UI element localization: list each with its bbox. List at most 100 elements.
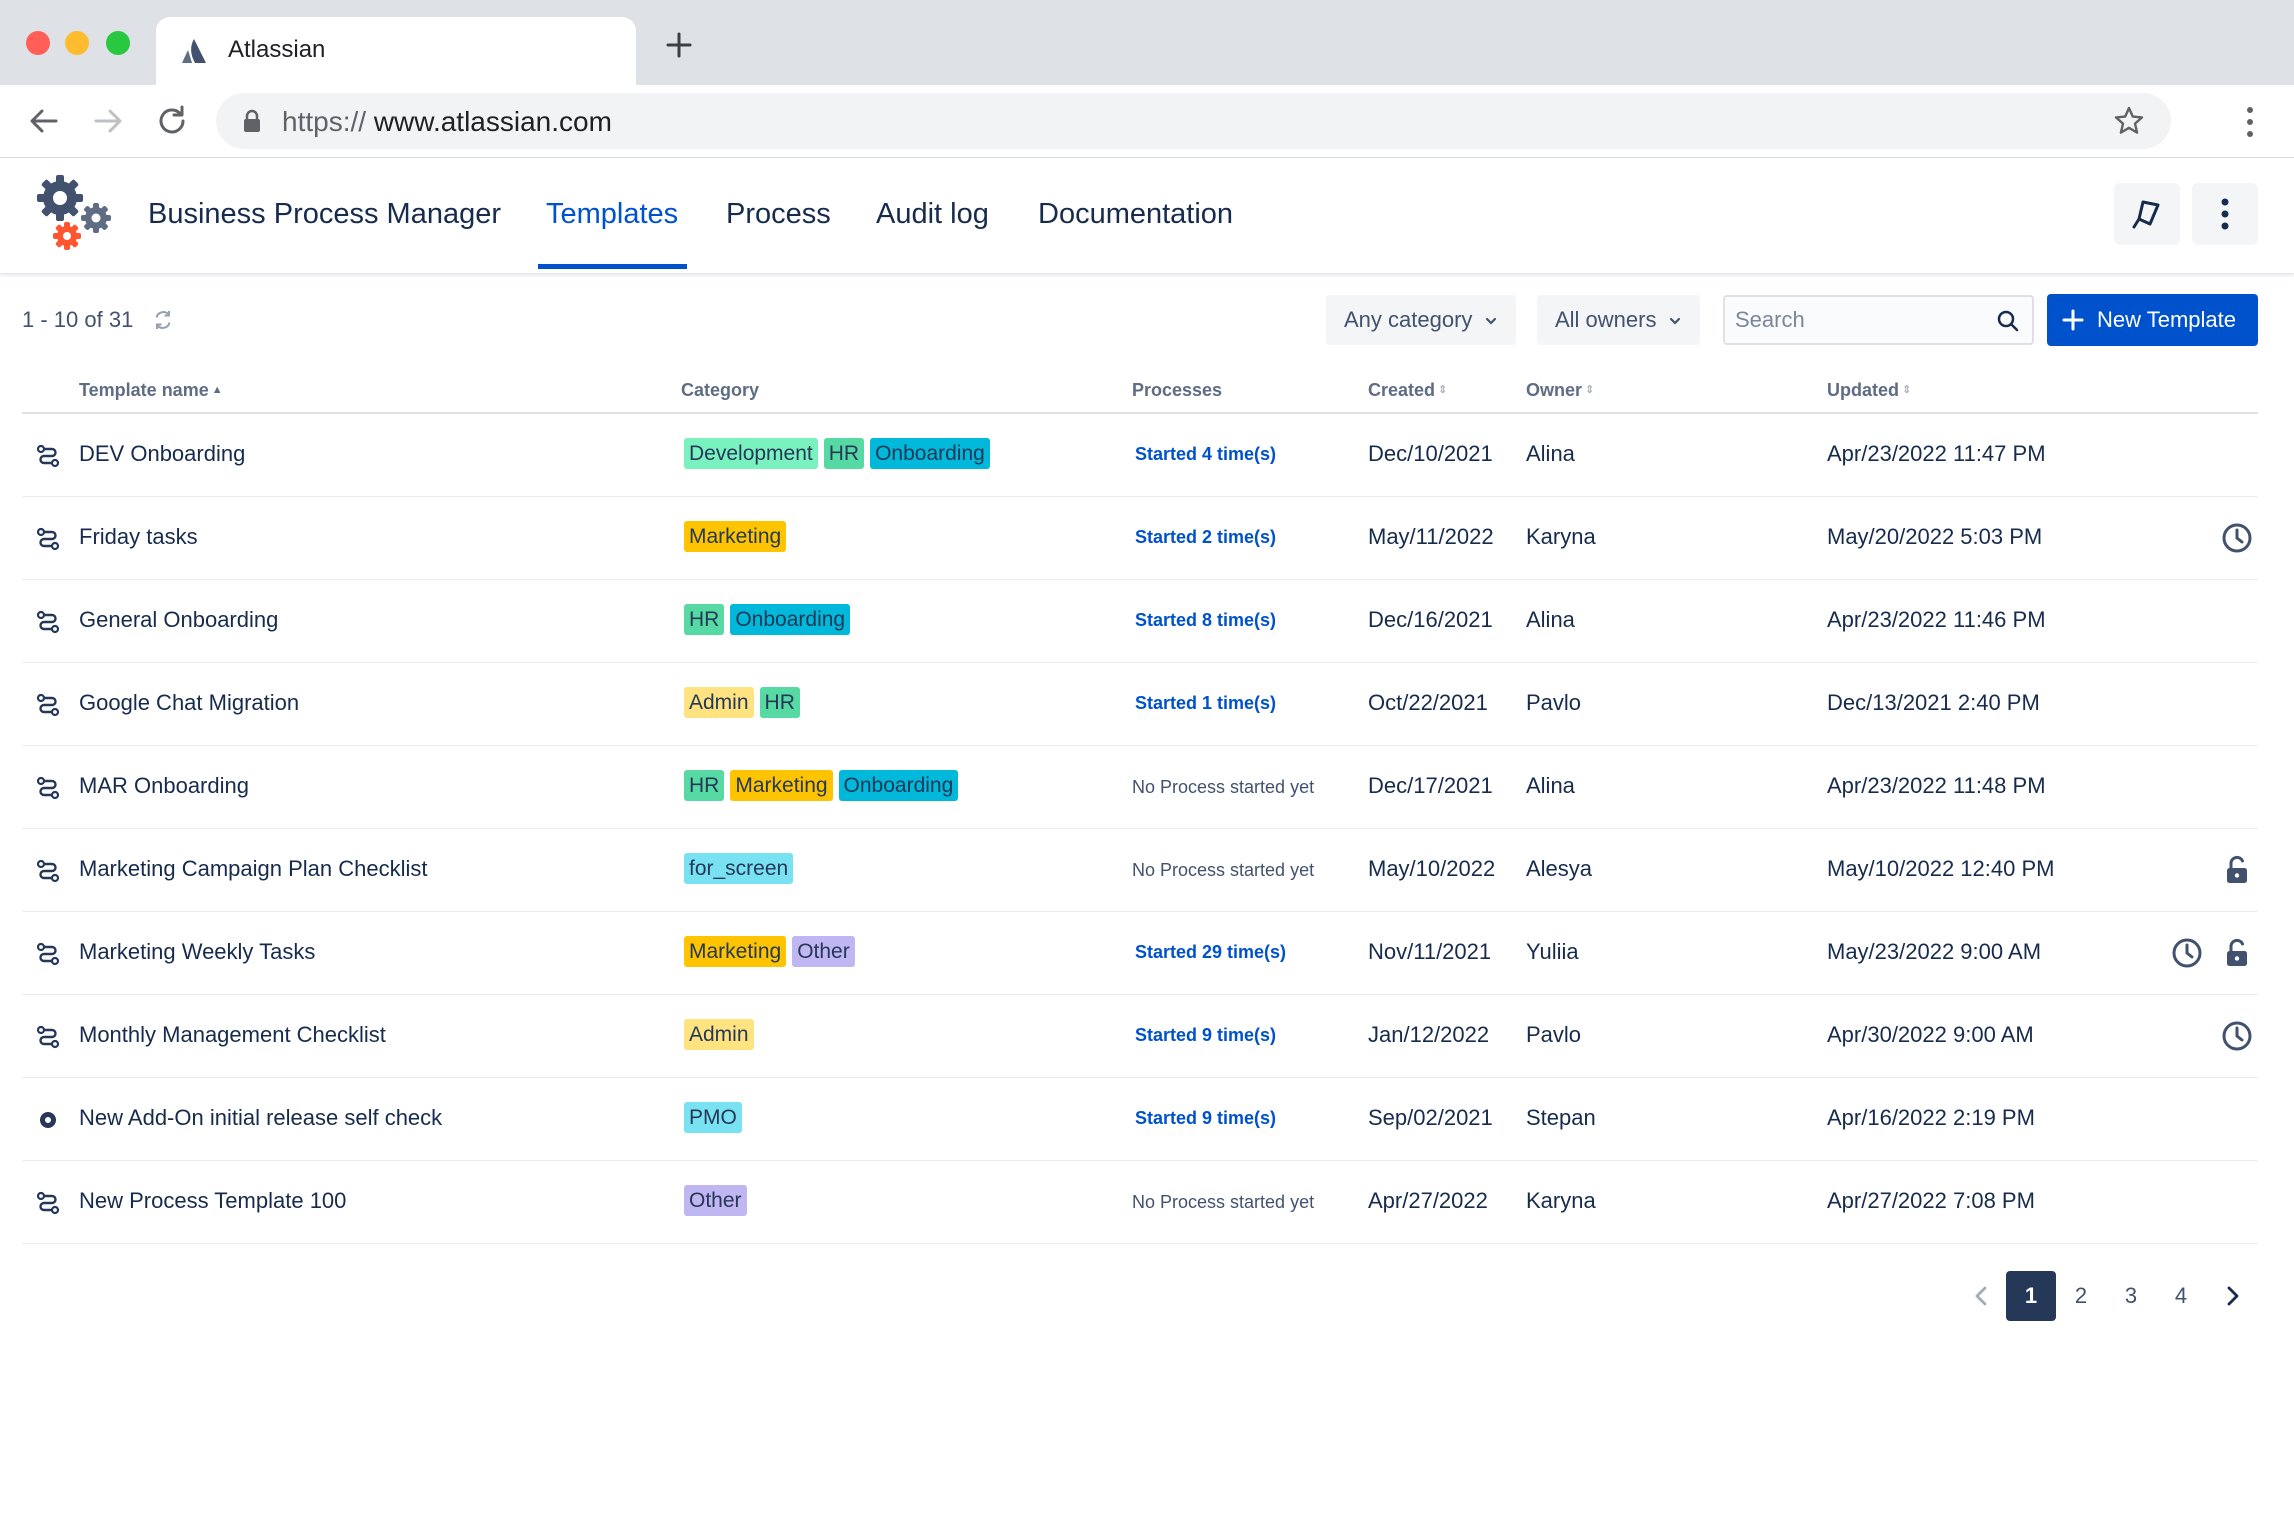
template-name[interactable]: General Onboarding — [79, 607, 279, 632]
template-name[interactable]: Monthly Management Checklist — [79, 1022, 386, 1047]
whats-new-button[interactable] — [2114, 183, 2180, 245]
search-input[interactable] — [1735, 305, 1985, 335]
clock-icon[interactable] — [2220, 521, 2254, 555]
nav-tab-process[interactable]: Process — [726, 198, 831, 230]
table-row[interactable]: New Add-On initial release self check PM… — [22, 1078, 2258, 1161]
table-row[interactable]: General Onboarding HR Onboarding Started … — [22, 580, 2258, 663]
category-tag[interactable]: PMO — [684, 1102, 742, 1133]
category-tag[interactable]: Admin — [684, 687, 754, 718]
nav-tab-templates[interactable]: Templates — [546, 198, 679, 230]
owner-filter-dropdown[interactable]: All owners — [1537, 295, 1701, 345]
back-arrow-icon[interactable] — [26, 103, 62, 139]
category-tags: PMO — [684, 1102, 742, 1133]
created-date: May/11/2022 — [1368, 524, 1494, 549]
category-tag[interactable]: Onboarding — [730, 604, 851, 635]
owner-name: Alina — [1526, 441, 1575, 466]
nav-tab-audit-log[interactable]: Audit log — [876, 198, 989, 230]
new-template-button[interactable]: New Template — [2047, 294, 2258, 346]
reload-icon[interactable] — [154, 103, 190, 139]
process-template-icon — [36, 859, 60, 883]
process-status[interactable]: Started 9 time(s) — [1135, 1108, 1277, 1128]
result-count: 1 - 10 of 31 — [22, 307, 134, 332]
category-tag[interactable]: Other — [792, 936, 855, 967]
column-header-category: Category — [681, 380, 760, 400]
template-name[interactable]: DEV Onboarding — [79, 441, 246, 466]
forward-arrow-icon[interactable] — [90, 103, 126, 139]
window-close-button[interactable] — [26, 31, 50, 55]
template-name[interactable]: Google Chat Migration — [79, 690, 300, 715]
column-header-owner[interactable]: Owner ⇕ — [1526, 380, 1594, 401]
page-4-button[interactable]: 4 — [2174, 1283, 2188, 1308]
new-tab-plus-icon[interactable] — [662, 28, 696, 62]
template-name[interactable]: Marketing Campaign Plan Checklist — [79, 856, 428, 881]
column-header-updated[interactable]: Updated ⇕ — [1827, 380, 1911, 401]
updated-date: Apr/23/2022 11:47 PM — [1827, 441, 2046, 466]
address-bar[interactable]: https:// www.atlassian.com — [216, 93, 2171, 149]
table-row[interactable]: Google Chat Migration Admin HR Started 1 … — [22, 663, 2258, 746]
template-name[interactable]: New Process Template 100 — [79, 1188, 347, 1213]
category-tag[interactable]: HR — [684, 770, 725, 801]
lock-icon[interactable] — [2220, 936, 2254, 970]
owner-name: Karyna — [1526, 1188, 1596, 1213]
bookmark-star-icon[interactable] — [2113, 105, 2145, 137]
table-header: Template name ▲ Category Processes Create… — [22, 370, 2258, 414]
table-row[interactable]: Marketing Weekly Tasks Marketing Other St… — [22, 912, 2258, 995]
clock-icon[interactable] — [2170, 936, 2204, 970]
more-options-button[interactable] — [2192, 183, 2258, 245]
category-tag[interactable]: for_screen — [684, 853, 794, 884]
table-row[interactable]: Friday tasks Marketing Started 2 time(s)… — [22, 497, 2258, 580]
template-name[interactable]: Marketing Weekly Tasks — [79, 939, 316, 964]
process-status: No Process started yet — [1132, 860, 1315, 880]
category-tag[interactable]: Other — [684, 1185, 747, 1216]
table-row[interactable]: Monthly Management Checklist Admin Start… — [22, 995, 2258, 1078]
category-tag[interactable]: HR — [684, 604, 725, 635]
next-page-icon[interactable] — [2218, 1282, 2246, 1310]
category-filter-dropdown[interactable]: Any category — [1326, 295, 1517, 345]
category-tag[interactable]: HR — [823, 438, 865, 469]
template-name[interactable]: MAR Onboarding — [79, 773, 249, 798]
column-header-template-name[interactable]: Template name ▲ — [79, 380, 223, 401]
process-status[interactable]: Started 29 time(s) — [1135, 942, 1287, 962]
category-tags: Development HR Onboarding — [684, 438, 990, 469]
search-icon[interactable] — [1996, 309, 2020, 333]
app-name: Business Process Manager — [148, 198, 501, 230]
category-tag[interactable]: Onboarding — [870, 438, 990, 469]
column-header-created-label: Created — [1368, 380, 1436, 400]
browser-menu-icon[interactable] — [2238, 105, 2262, 139]
column-header-created[interactable]: Created ⇕ — [1368, 380, 1447, 401]
process-status[interactable]: Started 1 time(s) — [1135, 693, 1277, 713]
page-2-button[interactable]: 2 — [2074, 1283, 2088, 1308]
page-1-button[interactable]: 1 — [2006, 1271, 2056, 1321]
page-3-button[interactable]: 3 — [2124, 1283, 2138, 1308]
template-name[interactable]: New Add-On initial release self check — [79, 1105, 443, 1130]
search-field[interactable] — [1723, 295, 2034, 345]
process-status[interactable]: Started 8 time(s) — [1135, 610, 1277, 630]
previous-page-icon[interactable] — [1968, 1282, 1996, 1310]
process-status[interactable]: Started 2 time(s) — [1135, 527, 1277, 547]
category-tag[interactable]: Development — [684, 438, 818, 469]
window-zoom-button[interactable] — [106, 31, 130, 55]
process-status[interactable]: Started 9 time(s) — [1135, 1025, 1277, 1045]
refresh-icon[interactable] — [152, 309, 174, 331]
category-tag[interactable]: Marketing — [730, 770, 833, 801]
table-row[interactable]: New Process Template 100 Other No Proces… — [22, 1161, 2258, 1244]
clock-icon[interactable] — [2220, 1019, 2254, 1053]
table-row[interactable]: Marketing Campaign Plan Checklist for_sc… — [22, 829, 2258, 912]
window-minimize-button[interactable] — [65, 31, 89, 55]
category-tag[interactable]: HR — [759, 687, 800, 718]
owner-name: Pavlo — [1526, 690, 1582, 715]
secure-lock-icon — [244, 109, 260, 132]
category-tag[interactable]: Marketing — [684, 521, 787, 552]
table-row[interactable]: MAR Onboarding HR Marketing Onboarding No … — [22, 746, 2258, 829]
lock-icon[interactable] — [2220, 853, 2254, 887]
sort-ascending-icon: ▲ — [211, 384, 223, 396]
nav-tab-documentation[interactable]: Documentation — [1038, 198, 1234, 230]
category-tag[interactable]: Onboarding — [838, 770, 959, 801]
category-tag[interactable]: Marketing — [684, 936, 787, 967]
category-tag[interactable]: Admin — [684, 1019, 754, 1050]
browser-tab[interactable]: Atlassian — [156, 17, 636, 85]
process-status[interactable]: Started 4 time(s) — [1135, 444, 1277, 464]
table-row[interactable]: DEV Onboarding Development HR Onboarding S… — [22, 414, 2258, 497]
sort-icon: ⇕ — [1902, 384, 1912, 396]
template-name[interactable]: Friday tasks — [79, 524, 198, 549]
